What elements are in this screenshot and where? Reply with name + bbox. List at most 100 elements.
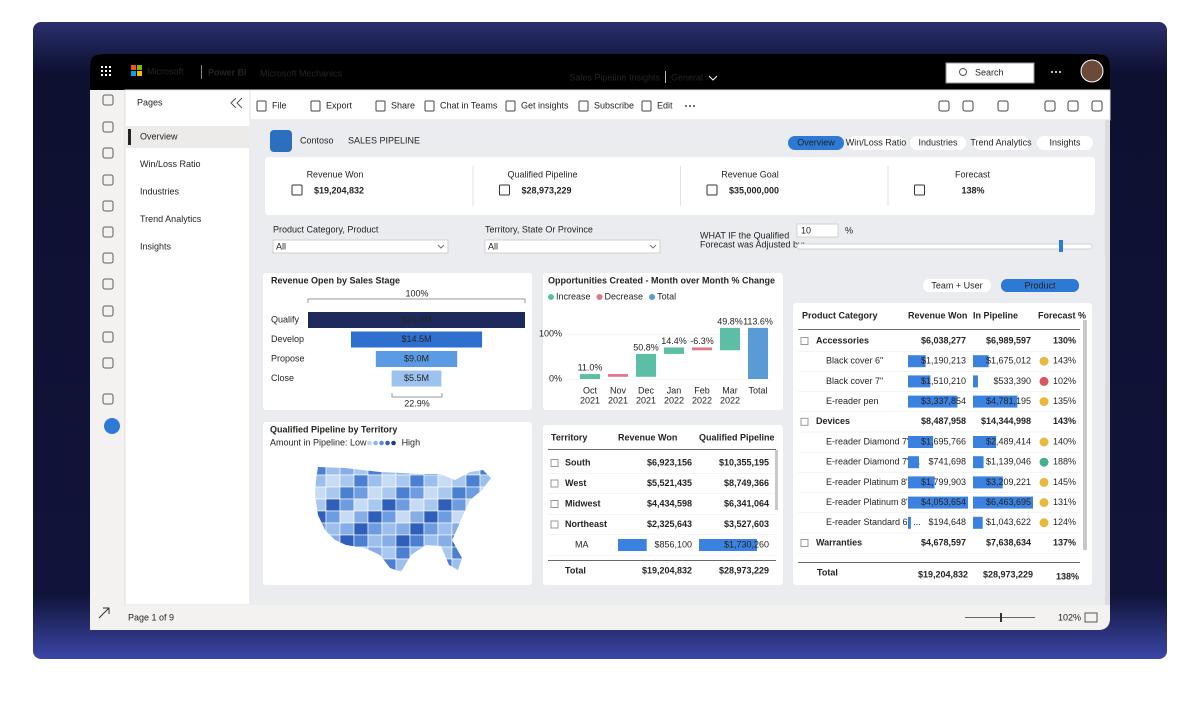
expand-box[interactable] <box>800 417 809 426</box>
map-region[interactable] <box>409 510 425 524</box>
map-region[interactable] <box>395 546 411 560</box>
nav-icon[interactable] <box>102 278 114 290</box>
map-region[interactable] <box>353 522 369 536</box>
nav-icon[interactable] <box>102 147 114 159</box>
page-item[interactable]: Industries <box>140 186 180 196</box>
filter-dropdown[interactable] <box>484 239 661 254</box>
map-region[interactable] <box>423 510 439 524</box>
tab[interactable] <box>848 136 904 150</box>
toolbar-icon[interactable] <box>1091 100 1103 112</box>
expand-box[interactable] <box>550 459 559 467</box>
map-region[interactable] <box>339 486 355 500</box>
channel[interactable]: General <box>671 72 703 82</box>
slider-track[interactable] <box>796 243 1093 250</box>
nav-icon[interactable] <box>102 226 114 238</box>
map-region[interactable] <box>381 486 397 500</box>
map-region[interactable] <box>451 498 467 512</box>
map-region[interactable] <box>339 522 355 536</box>
toolbar-icon[interactable] <box>1044 100 1056 112</box>
map-region[interactable] <box>437 498 453 512</box>
map-region[interactable] <box>325 486 341 500</box>
map-region[interactable] <box>395 522 411 536</box>
map-region[interactable] <box>409 498 425 512</box>
what-if-input[interactable] <box>796 223 839 238</box>
map-region[interactable] <box>381 510 397 524</box>
toggle-btn[interactable] <box>1001 279 1079 292</box>
nav-icon[interactable] <box>102 393 114 405</box>
map-region[interactable] <box>325 474 341 488</box>
tab[interactable] <box>1037 136 1093 150</box>
toolbar-icon[interactable] <box>962 100 974 112</box>
map-region[interactable] <box>353 534 369 548</box>
map-region[interactable] <box>353 474 369 488</box>
tab[interactable] <box>788 136 844 150</box>
toolbar-icon[interactable] <box>938 100 950 112</box>
map-region[interactable] <box>353 510 369 524</box>
map-region[interactable] <box>325 510 341 524</box>
map-region[interactable] <box>395 474 411 488</box>
toolbar-icon[interactable] <box>997 100 1009 112</box>
map-region[interactable] <box>367 474 383 488</box>
expand-box[interactable] <box>550 520 559 529</box>
map-region[interactable] <box>437 534 453 548</box>
page-item[interactable]: Trend Analytics <box>140 214 202 224</box>
nav-icon[interactable] <box>102 252 114 264</box>
fit-icon[interactable] <box>1084 612 1098 623</box>
zoom-thumb[interactable] <box>1000 613 1002 622</box>
expand-box[interactable] <box>550 479 559 488</box>
map-region[interactable] <box>381 546 397 560</box>
tab[interactable] <box>973 136 1029 150</box>
map-region[interactable] <box>367 534 383 548</box>
toolbar-item[interactable]: Get insights <box>521 100 569 110</box>
nav-icon[interactable] <box>102 357 114 369</box>
page-item[interactable]: Overview <box>140 131 178 141</box>
filter-dropdown[interactable] <box>272 239 449 254</box>
nav-icon[interactable] <box>102 331 114 343</box>
toolbar-item[interactable]: Export <box>326 100 353 110</box>
map-region[interactable] <box>395 534 411 548</box>
nav-icon[interactable] <box>102 174 114 186</box>
map-region[interactable] <box>409 474 425 488</box>
map-region[interactable] <box>409 486 425 500</box>
map-region[interactable] <box>465 474 481 488</box>
expand-box[interactable] <box>800 337 809 345</box>
map-region[interactable] <box>437 510 453 524</box>
map-region[interactable] <box>451 486 467 500</box>
expand-box[interactable] <box>800 539 809 547</box>
toggle-btn[interactable] <box>923 279 991 292</box>
toolbar-item[interactable]: Edit <box>657 100 673 110</box>
avatar[interactable] <box>1080 59 1104 83</box>
collapse-icon[interactable] <box>230 97 243 109</box>
tab[interactable] <box>910 136 966 150</box>
map-region[interactable] <box>367 498 383 512</box>
workspace[interactable]: Microsoft Mechanics <box>260 68 343 78</box>
nav-icon[interactable] <box>102 121 114 133</box>
map-region[interactable] <box>381 474 397 488</box>
toolbar-item[interactable]: Subscribe <box>594 100 634 110</box>
map-region[interactable] <box>339 474 355 488</box>
map-region[interactable] <box>381 498 397 512</box>
map-region[interactable] <box>325 498 341 512</box>
map-region[interactable] <box>381 534 397 548</box>
expand-box[interactable] <box>550 500 559 508</box>
map-region[interactable] <box>423 486 439 500</box>
nav-icon[interactable] <box>102 200 114 212</box>
map-region[interactable] <box>367 486 383 500</box>
map-region[interactable] <box>339 510 355 524</box>
map-region[interactable] <box>395 486 411 500</box>
toolbar-item[interactable]: File <box>272 100 287 110</box>
nav-icon-active[interactable] <box>104 418 120 434</box>
map-region[interactable] <box>409 534 425 548</box>
map-region[interactable] <box>353 498 369 512</box>
map-region[interactable] <box>367 510 383 524</box>
map-region[interactable] <box>367 522 383 536</box>
map-region[interactable] <box>423 522 439 536</box>
search-box[interactable] <box>945 62 1035 84</box>
nav-icon[interactable] <box>102 94 114 106</box>
map-region[interactable] <box>339 498 355 512</box>
page-item[interactable]: Insights <box>140 241 172 251</box>
map-region[interactable] <box>423 498 439 512</box>
map-region[interactable] <box>437 486 453 500</box>
page-item[interactable]: Win/Loss Ratio <box>140 159 201 169</box>
map-region[interactable] <box>381 522 397 536</box>
